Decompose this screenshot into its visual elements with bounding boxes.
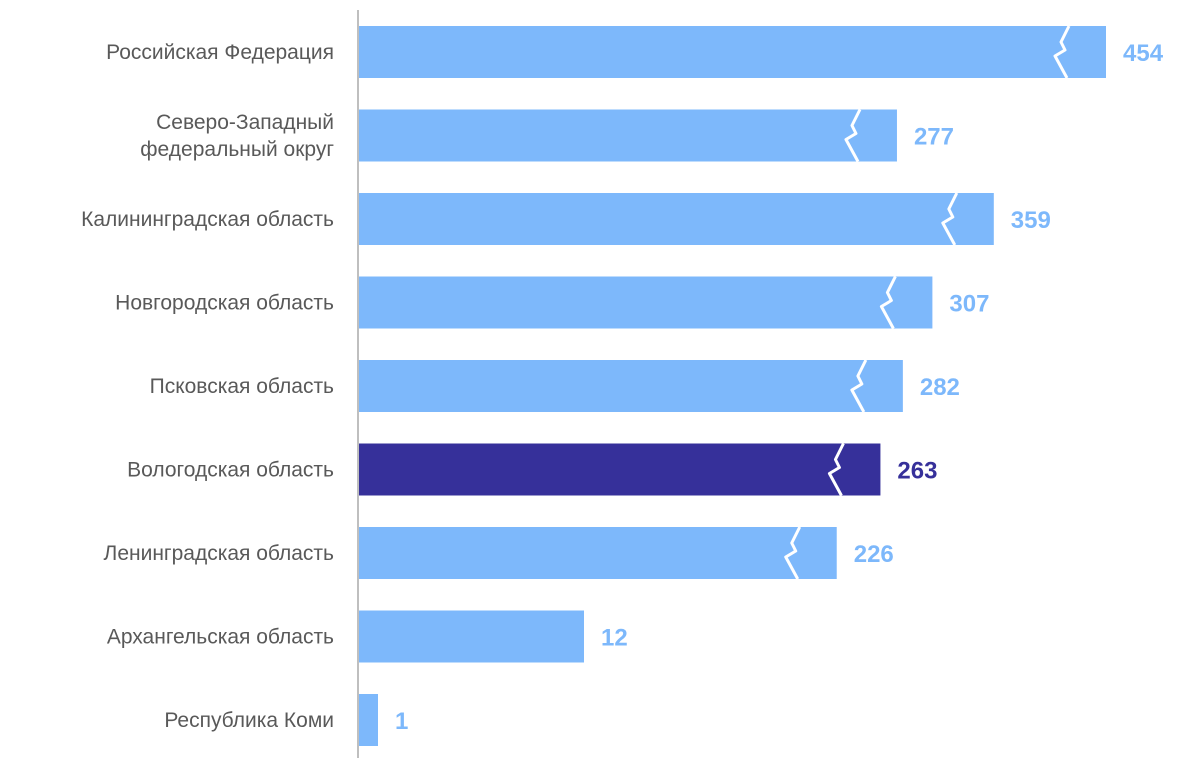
bar: [359, 109, 897, 162]
data-label: 359: [1011, 207, 1051, 234]
data-label: 277: [914, 124, 954, 151]
category-label: Республика Коми: [164, 709, 334, 732]
axis-break-mark: [850, 359, 868, 413]
category-label: Новгородская область: [115, 292, 334, 315]
bar: [359, 26, 1106, 78]
category-label: Архангельская область: [107, 626, 334, 649]
axis-break-mark: [1053, 25, 1071, 79]
data-label: 1: [395, 708, 408, 735]
category-label-line: Калининградская область: [81, 208, 334, 231]
bar: [359, 360, 903, 412]
bar: [359, 443, 881, 496]
bar: [359, 610, 584, 663]
category-label: Вологодская область: [127, 459, 334, 482]
category-label-line: Ленинградская область: [104, 542, 335, 565]
data-label: 12: [601, 625, 628, 652]
category-label-line: Вологодская область: [127, 459, 334, 482]
axis-break-mark: [784, 526, 802, 580]
category-label: Калининградская область: [81, 208, 334, 231]
category-label: Ленинградская область: [104, 542, 335, 565]
category-label-line: Новгородская область: [115, 292, 334, 315]
bar: [359, 694, 378, 746]
category-label-line: Архангельская область: [107, 626, 334, 649]
axis-break-mark: [941, 192, 959, 246]
data-label: 282: [920, 374, 960, 401]
data-label: 307: [949, 291, 989, 318]
data-label: 454: [1123, 40, 1164, 67]
axis-break-mark: [879, 275, 897, 330]
category-label-line: Российская Федерация: [106, 41, 334, 64]
data-label: 226: [854, 541, 894, 568]
bar: [359, 527, 837, 579]
category-label: Псковская область: [150, 375, 334, 398]
category-label-line: Республика Коми: [164, 709, 334, 732]
data-label: 263: [897, 458, 937, 485]
category-label-line: Псковская область: [150, 375, 334, 398]
axis-break-mark: [827, 442, 845, 497]
bar: [359, 193, 994, 245]
category-label: Северо-Западный федеральный округ: [140, 111, 334, 161]
bar: [359, 276, 933, 329]
category-label-line: федеральный округ: [140, 138, 334, 161]
category-label-line: Северо-Западный: [156, 111, 334, 134]
axis-break-mark: [844, 108, 862, 163]
category-label: Российская Федерация: [106, 41, 334, 64]
